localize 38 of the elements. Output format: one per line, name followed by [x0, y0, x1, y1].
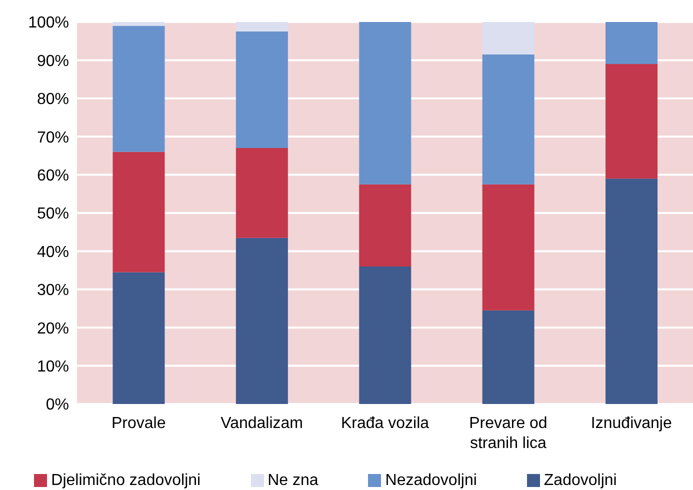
- legend-label: Nezadovoljni: [385, 472, 477, 489]
- bar: [236, 238, 288, 404]
- bar: [482, 184, 534, 310]
- bar: [482, 310, 534, 404]
- y-tick-label: 20%: [36, 320, 69, 338]
- y-tick-label: 0%: [46, 396, 69, 414]
- legend-label: Zadovoljni: [544, 472, 617, 489]
- bar: [482, 22, 534, 54]
- x-tick-label: Krađa vozila: [340, 415, 430, 432]
- y-tick-label: 50%: [36, 206, 69, 223]
- bar: [236, 148, 288, 238]
- y-tick-label: 90%: [36, 52, 69, 70]
- y-tick-label: 30%: [36, 282, 69, 300]
- x-tick-label: Iznuđivanje: [590, 415, 672, 432]
- x-tick-label: Provale: [111, 415, 166, 432]
- y-tick-label: 70%: [36, 129, 69, 146]
- y-tick-label: 60%: [36, 167, 69, 184]
- bar: [236, 32, 288, 148]
- bar: [236, 22, 288, 32]
- legend-label: Ne zna: [268, 472, 318, 489]
- bar: [112, 152, 165, 272]
- y-tick-label: 40%: [36, 244, 69, 261]
- bar: [606, 22, 658, 64]
- y-tick-label: 10%: [36, 358, 69, 376]
- bar: [482, 54, 534, 184]
- bar: [359, 266, 412, 404]
- bar: [112, 272, 165, 404]
- bar: [112, 26, 165, 152]
- x-tick-label: Vandalizam: [220, 415, 304, 432]
- bar: [606, 64, 658, 179]
- bar: [606, 178, 658, 404]
- legend-label: Djelimično zadovoljni: [51, 472, 201, 489]
- x-tick-label: Prevare od stranih lica: [469, 415, 548, 452]
- bar: [359, 184, 412, 266]
- y-tick-label: 100%: [28, 14, 69, 32]
- bar: [359, 22, 412, 184]
- y-tick-label: 80%: [36, 91, 69, 108]
- bar: [112, 22, 165, 26]
